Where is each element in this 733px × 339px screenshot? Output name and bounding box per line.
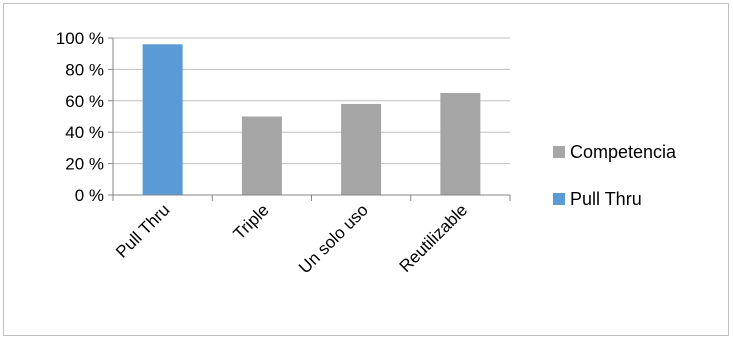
x-category-label: Reutilizable [396, 200, 472, 276]
x-category-label: Pull Thru [112, 200, 173, 261]
y-tick-label: 80 % [65, 60, 104, 79]
y-tick-label: 0 % [75, 186, 104, 205]
bar-triple [241, 116, 282, 195]
x-category-label: Un solo uso [295, 200, 372, 277]
y-tick-label: 100 % [56, 29, 104, 48]
bar-un-solo-uso [341, 103, 382, 195]
x-category-label: Triple [230, 200, 273, 243]
legend-label: Competencia [570, 142, 677, 162]
y-tick-label: 60 % [65, 92, 104, 111]
x-tick-labels: Pull Thru Triple Un solo uso Reutilizable [112, 200, 471, 277]
axes [108, 37, 511, 201]
legend-swatch [553, 193, 565, 205]
bars [142, 44, 481, 195]
y-tick-label: 40 % [65, 123, 104, 142]
y-tick-label: 20 % [65, 155, 104, 174]
bar-reutilizable [440, 92, 481, 195]
bar-pull-thru [142, 44, 183, 195]
legend: Competencia Pull Thru [553, 142, 677, 209]
legend-swatch [553, 146, 565, 158]
legend-label: Pull Thru [570, 189, 642, 209]
y-tick-labels: 0 % 20 % 40 % 60 % 80 % 100 % [56, 29, 104, 205]
